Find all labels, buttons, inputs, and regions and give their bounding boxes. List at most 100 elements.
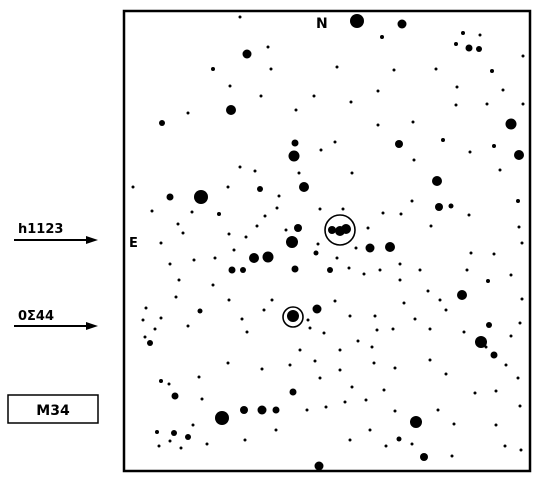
star [437,409,440,412]
star [228,233,231,236]
star [264,215,267,218]
star [306,409,309,412]
star [519,322,522,325]
star [290,389,297,396]
star [377,124,380,127]
star [240,406,248,414]
star [518,226,521,229]
star [313,305,322,314]
star [351,386,354,389]
star [194,190,208,204]
star [399,279,402,282]
star [243,50,252,59]
star [510,335,513,338]
star [206,443,209,446]
pointer-arrowhead [86,236,98,244]
star [319,377,322,380]
star [376,329,379,332]
star [506,119,517,130]
star [514,150,524,160]
star [276,207,279,210]
star [292,140,299,147]
star [317,243,320,246]
star [314,360,317,363]
star-field [132,14,525,471]
star [486,322,492,328]
star [167,194,174,201]
star [245,236,248,239]
star [486,279,490,283]
star [325,406,328,409]
star [275,429,278,432]
star [469,151,472,154]
star [229,267,236,274]
star [454,42,458,46]
star [393,69,396,72]
star [327,267,333,273]
star [289,151,300,162]
star [227,186,230,189]
star [270,68,273,71]
star [192,424,195,427]
star [211,67,215,71]
star [158,445,161,448]
star [468,214,471,217]
star [178,279,181,282]
star [132,186,135,189]
east-label: E [129,236,138,251]
star [257,186,263,192]
star [451,455,454,458]
star [394,367,397,370]
star [249,253,259,263]
star [432,176,442,186]
star [475,336,487,348]
star [171,430,177,436]
star [260,95,263,98]
object-label: M34 [36,403,70,419]
star [350,101,353,104]
star [495,390,498,393]
star [348,267,351,270]
star [380,35,384,39]
star [457,290,467,300]
star [379,269,382,272]
star [319,208,322,211]
star [394,410,397,413]
star [453,423,456,426]
star [285,229,288,232]
star [493,253,496,256]
star [263,252,274,263]
star [357,340,360,343]
star [466,45,473,52]
star [168,383,171,386]
pointer-h1123: h1123 [14,222,98,244]
star [160,317,163,320]
star [198,376,201,379]
star [241,318,244,321]
star [160,242,163,245]
star [344,401,347,404]
star [151,210,154,213]
star [341,224,351,234]
star [336,257,339,260]
star [172,393,179,400]
star [492,144,496,148]
star [400,213,403,216]
star [449,204,454,209]
star [287,310,299,322]
star [445,373,448,376]
star [226,105,236,115]
star [286,236,298,248]
star [366,244,375,253]
star [193,259,196,262]
star [420,453,428,461]
star [185,434,191,440]
star [429,359,432,362]
star [261,368,264,371]
star [334,141,337,144]
star [307,319,310,322]
star [278,195,281,198]
star [476,46,482,52]
star [309,327,312,330]
star [159,379,163,383]
